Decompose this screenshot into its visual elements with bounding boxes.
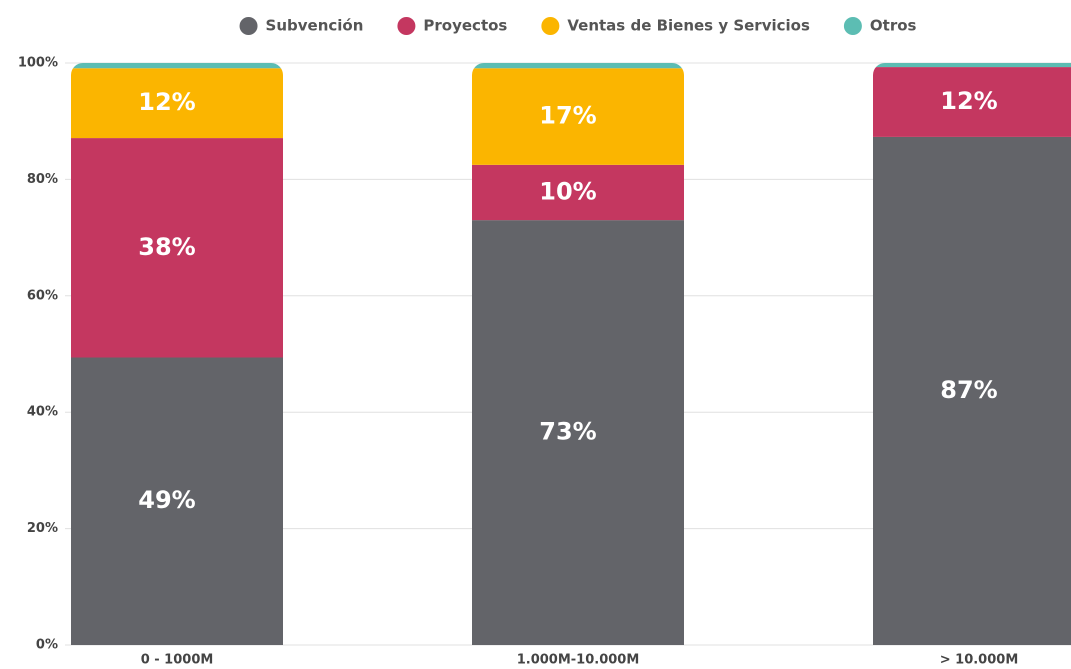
value-label: 12% — [138, 88, 195, 116]
legend-marker — [239, 17, 258, 35]
bar-group — [472, 63, 684, 645]
y-tick-label: 100% — [18, 56, 58, 71]
legend-label: Subvención — [266, 17, 364, 35]
legend-marker — [397, 17, 416, 35]
bar-group — [71, 63, 283, 645]
value-label: 73% — [539, 418, 596, 446]
y-tick-label: 60% — [27, 288, 58, 303]
bar-segment — [873, 63, 1071, 68]
bar-segment — [472, 68, 684, 165]
y-tick-label: 80% — [27, 172, 58, 187]
bar-segment — [71, 63, 283, 69]
bar-segment — [71, 357, 283, 645]
legend-marker — [843, 17, 862, 35]
y-tick-label: 40% — [27, 405, 58, 420]
legend-label: Otros — [870, 17, 917, 35]
x-tick-label: 1.000M-10.000M — [517, 653, 640, 668]
legend: Subvención Proyectos Ventas de Bienes y Se… — [239, 17, 917, 35]
value-label: 10% — [539, 177, 596, 205]
bar-segment — [71, 68, 283, 139]
value-label: 87% — [940, 376, 997, 404]
x-tick-label: 0 - 1000M — [141, 653, 214, 668]
bar-segment — [873, 136, 1071, 645]
bar-segment — [472, 220, 684, 645]
value-label: 17% — [539, 102, 596, 130]
bar-segment — [873, 67, 1071, 137]
bar-group — [873, 63, 1071, 645]
x-tick-label: > 10.000M — [940, 653, 1019, 668]
legend-label: Ventas de Bienes y Servicios — [567, 17, 810, 35]
y-tick-label: 0% — [36, 638, 58, 653]
value-label: 12% — [940, 87, 997, 115]
bar-segment — [472, 164, 684, 221]
y-tick-label: 20% — [27, 521, 58, 536]
legend-label: Proyectos — [423, 17, 507, 35]
bar-segment — [472, 63, 684, 69]
value-label: 38% — [138, 233, 195, 261]
value-label: 49% — [138, 486, 195, 514]
legend-marker — [541, 17, 560, 35]
bar-segment — [71, 138, 283, 358]
